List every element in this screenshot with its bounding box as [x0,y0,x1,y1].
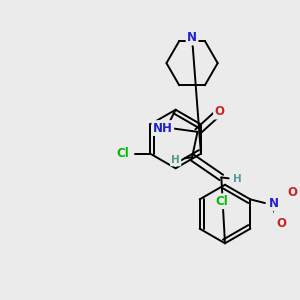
Text: Cl: Cl [215,195,228,208]
Text: H: H [171,155,180,165]
Text: H: H [233,174,242,184]
Text: N: N [187,31,197,44]
Text: NH: NH [153,122,173,135]
Text: N: N [269,196,279,209]
Text: −: − [298,183,300,192]
Text: O: O [287,186,297,199]
Text: O: O [214,105,224,118]
Text: O: O [276,217,286,230]
Text: Cl: Cl [116,147,129,160]
